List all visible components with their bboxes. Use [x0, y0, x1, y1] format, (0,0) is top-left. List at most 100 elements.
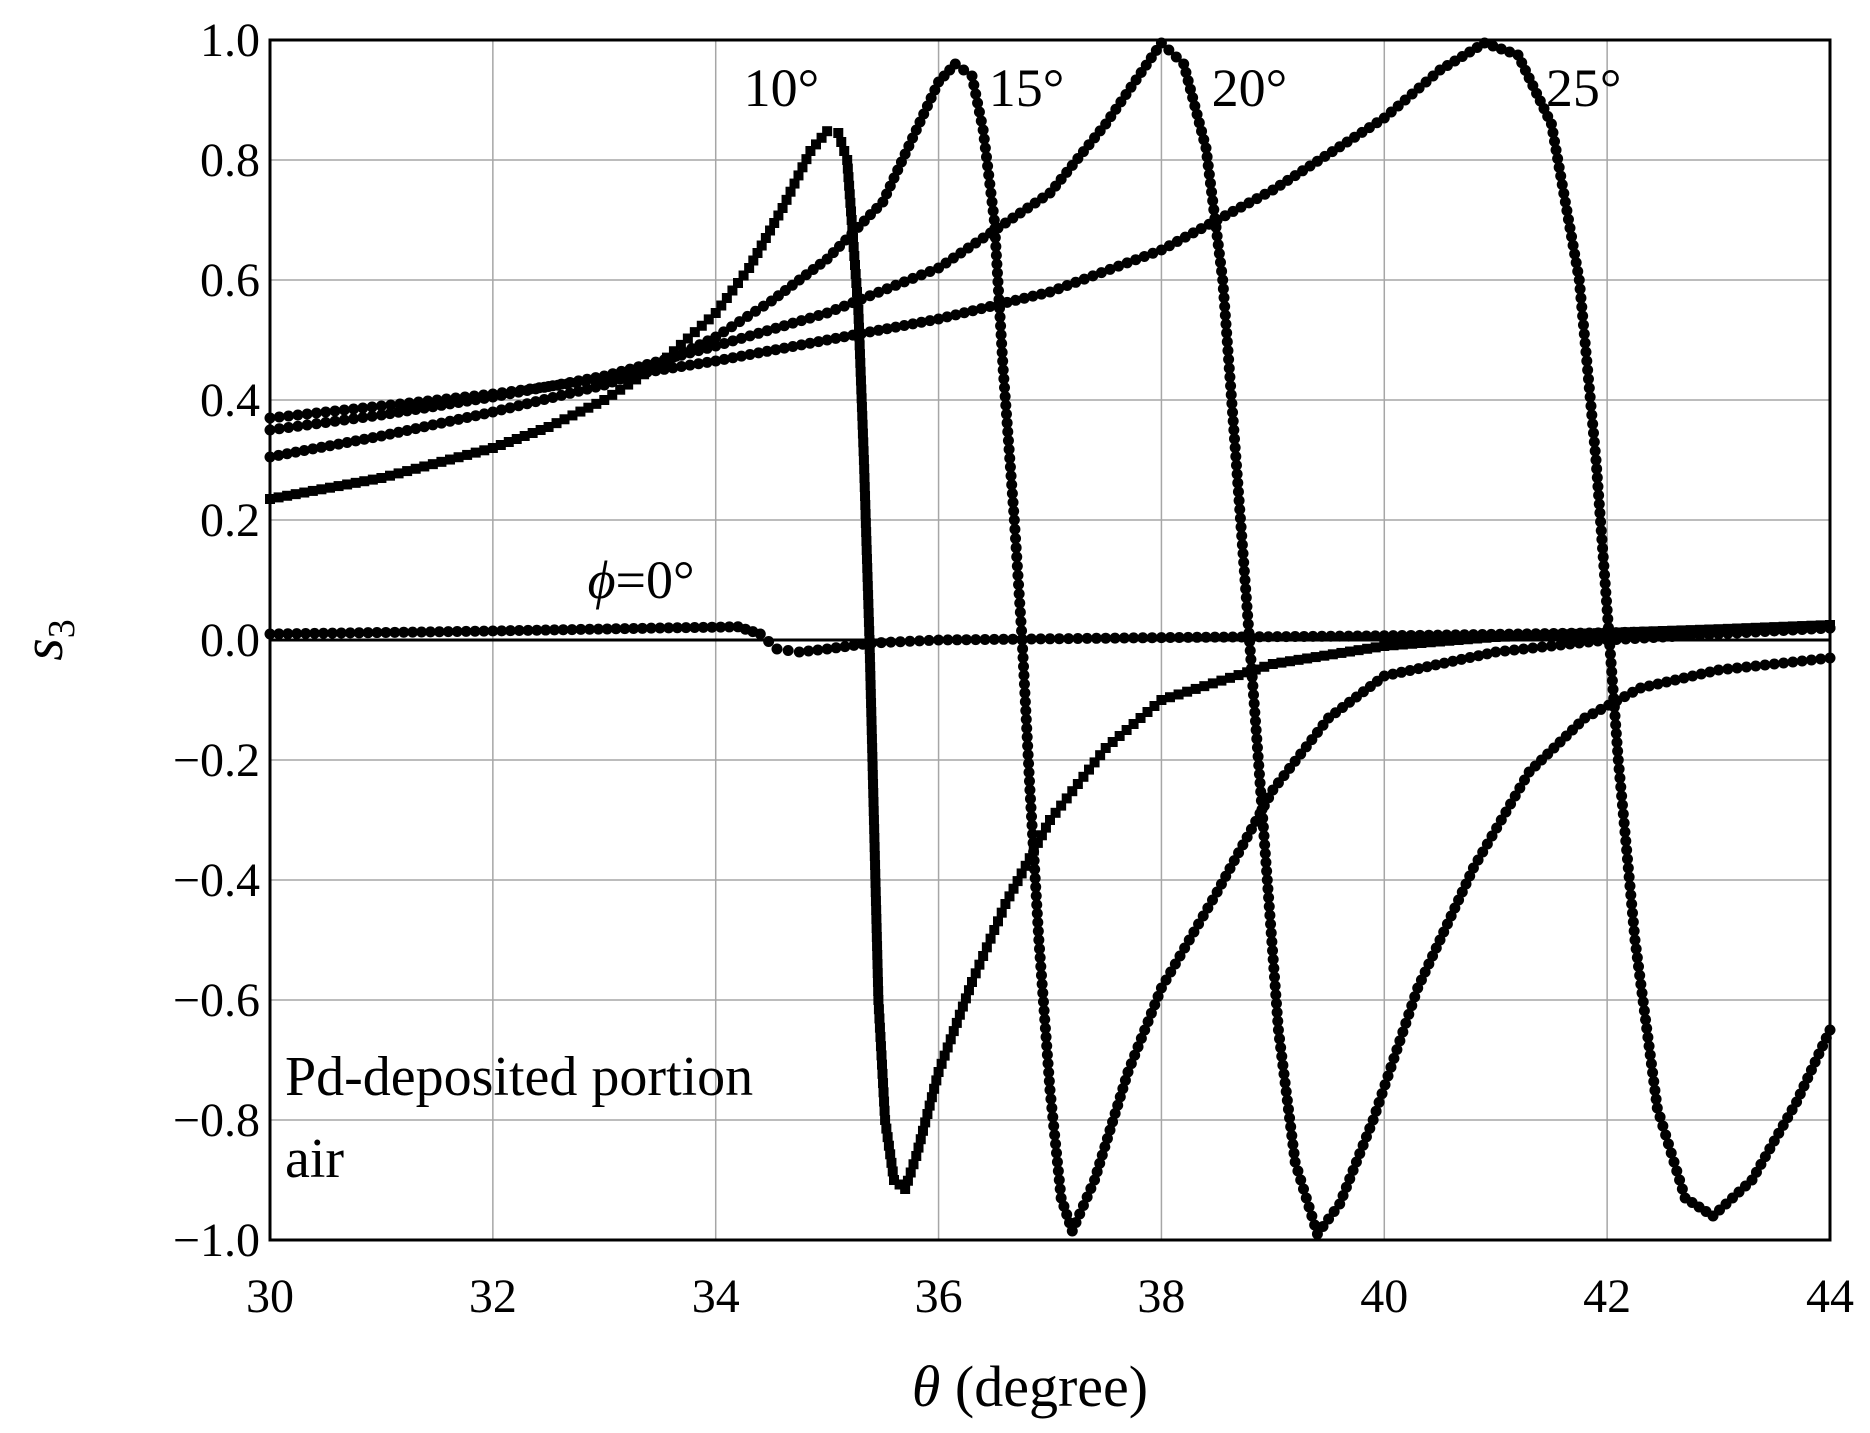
- data-point: [812, 644, 824, 656]
- data-point: [1240, 592, 1252, 604]
- data-point: [468, 390, 480, 402]
- data-point: [1019, 696, 1031, 708]
- data-point: [868, 815, 879, 825]
- data-point: [427, 459, 438, 470]
- data-point: [1713, 664, 1725, 676]
- data-point: [967, 977, 977, 987]
- data-point: [761, 345, 773, 357]
- data-point: [1620, 633, 1632, 645]
- data-point: [1061, 793, 1072, 804]
- data-point: [873, 986, 884, 996]
- data-point: [1311, 1228, 1323, 1240]
- data-point: [1473, 650, 1485, 662]
- data-point: [1239, 574, 1251, 586]
- data-point: [1323, 1213, 1335, 1225]
- data-point: [1500, 806, 1512, 818]
- data-point: [1049, 1129, 1061, 1141]
- data-point: [1284, 1112, 1296, 1124]
- data-point: [470, 447, 481, 458]
- data-point: [885, 636, 897, 648]
- data-point: [875, 1031, 886, 1042]
- data-point: [1768, 658, 1780, 670]
- data-point: [1035, 960, 1047, 972]
- data-point: [511, 434, 522, 444]
- data-point: [1615, 781, 1627, 793]
- data-point: [1034, 943, 1046, 955]
- data-point: [1592, 628, 1603, 639]
- x-tick-label: 38: [1137, 1270, 1185, 1323]
- data-point: [1052, 1165, 1064, 1177]
- data-point: [1360, 630, 1372, 642]
- data-point: [1289, 631, 1301, 643]
- data-point: [1268, 971, 1280, 983]
- data-point: [1600, 586, 1612, 598]
- data-point: [701, 342, 713, 354]
- data-point: [960, 634, 972, 646]
- data-point: [1644, 1049, 1656, 1061]
- data-point: [816, 132, 827, 143]
- data-point: [1622, 862, 1634, 874]
- data-point: [821, 643, 833, 655]
- data-point: [911, 1151, 922, 1161]
- data-point: [939, 1050, 950, 1061]
- data-point: [733, 278, 743, 288]
- data-point: [1472, 854, 1484, 866]
- data-point: [671, 622, 683, 634]
- data-point: [1605, 657, 1617, 669]
- data-point: [1669, 674, 1681, 686]
- data-point: [1213, 248, 1225, 260]
- data-point: [1232, 486, 1244, 498]
- data-point: [1233, 495, 1245, 507]
- data-point: [760, 233, 771, 243]
- data-point: [1200, 142, 1212, 154]
- data-point: [1238, 565, 1250, 577]
- data-point: [915, 316, 927, 328]
- data-point: [1634, 969, 1646, 981]
- data-point: [868, 797, 879, 807]
- data-point: [1191, 631, 1203, 643]
- data-point: [1025, 802, 1037, 814]
- data-point: [1255, 795, 1267, 807]
- data-point: [1589, 445, 1601, 457]
- data-point: [1583, 636, 1595, 648]
- data-point: [636, 622, 648, 634]
- data-point: [1101, 1132, 1113, 1144]
- data-point: [865, 680, 876, 690]
- data-point: [830, 642, 842, 654]
- data-point: [1553, 161, 1565, 173]
- data-point: [876, 1050, 887, 1061]
- data-point: [658, 363, 670, 375]
- data-point: [1023, 775, 1035, 787]
- data-point: [1518, 643, 1530, 655]
- data-point: [1582, 373, 1594, 385]
- data-point: [874, 1013, 885, 1024]
- data-point: [1043, 1066, 1055, 1078]
- data-point: [292, 409, 304, 421]
- data-point: [756, 240, 767, 251]
- data-point: [1085, 1183, 1097, 1194]
- data-point: [1030, 881, 1042, 893]
- data-point: [1047, 1111, 1059, 1123]
- data-point: [917, 1125, 928, 1136]
- data-point: [1078, 273, 1090, 285]
- data-point: [1135, 1032, 1147, 1044]
- data-point: [770, 322, 782, 334]
- data-point: [453, 413, 465, 425]
- data-point: [750, 305, 762, 317]
- data-point: [782, 645, 794, 656]
- data-point: [1815, 653, 1827, 665]
- data-point: [1007, 496, 1019, 508]
- data-point: [1645, 1058, 1657, 1070]
- data-point: [1090, 632, 1102, 644]
- data-point: [1230, 459, 1242, 471]
- data-point: [1519, 774, 1530, 786]
- data-point: [1618, 817, 1630, 829]
- data-point: [1246, 671, 1258, 683]
- data-point: [1269, 980, 1281, 992]
- data-point: [1370, 642, 1381, 653]
- data-point: [1276, 657, 1287, 668]
- data-point: [1336, 647, 1347, 658]
- x-tick-label: 30: [246, 1270, 294, 1323]
- data-point: [995, 320, 1007, 332]
